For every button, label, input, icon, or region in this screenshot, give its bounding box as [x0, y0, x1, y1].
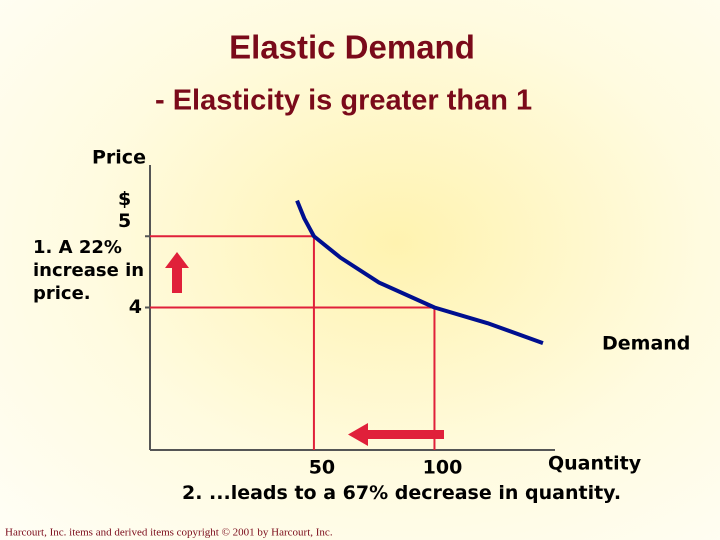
annotation: 1. A 22% increase in price. [33, 237, 145, 304]
demand-curve [295, 199, 544, 346]
x-axis-label: Quantity [548, 453, 642, 475]
y-tick-label: 4 [129, 296, 142, 318]
footer: Harcourt, Inc. items and derived items c… [5, 527, 333, 539]
chart-subtitle: - Elasticity is greater than 1 [155, 85, 532, 117]
x-tick-label: 50 [309, 457, 335, 479]
up-arrow [165, 252, 189, 293]
x-tick-label: 100 [423, 457, 463, 479]
y-tick-label: $ 5 [118, 188, 132, 233]
annotation: 2. ...leads to a 67% decrease in quantit… [182, 482, 622, 504]
chart-title: Elastic Demand [229, 29, 475, 66]
left-arrow [348, 423, 444, 446]
y-tick-label-box: $ 5 [118, 188, 132, 233]
y-axis-label: Price [92, 147, 146, 169]
series-label: Demand [602, 333, 690, 355]
